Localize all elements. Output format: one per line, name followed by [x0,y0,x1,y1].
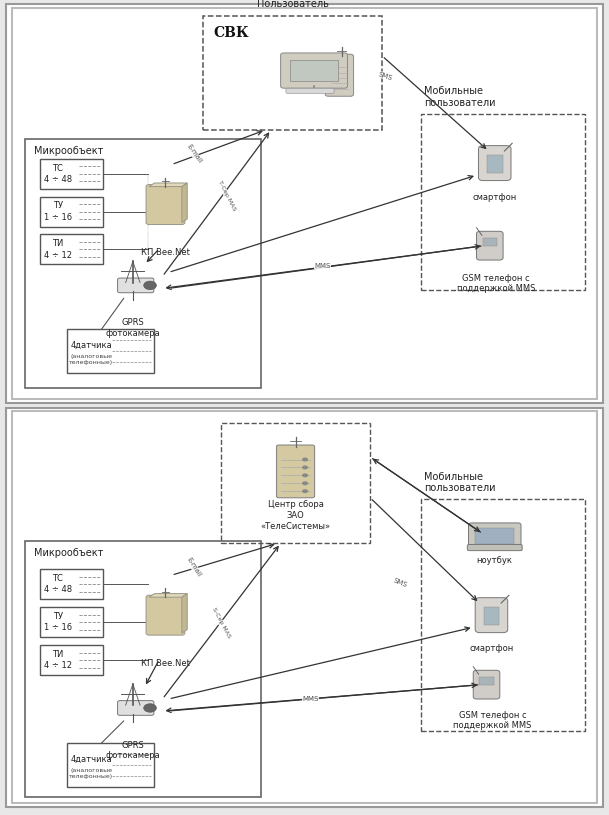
FancyBboxPatch shape [118,278,154,293]
FancyBboxPatch shape [146,184,185,224]
FancyBboxPatch shape [325,55,354,96]
Text: смартфон: смартфон [473,193,517,202]
FancyBboxPatch shape [467,544,522,551]
Text: Микрообъект: Микрообъект [34,146,104,156]
Text: E-mail: E-mail [185,143,203,165]
Bar [40,569,103,599]
Circle shape [144,704,157,712]
Bar [40,645,103,675]
Bar [67,329,153,373]
Text: Мобильные
пользователи: Мобильные пользователи [424,472,495,493]
Text: (аналоговые
телефонные): (аналоговые телефонные) [69,355,113,365]
Text: Центр сбора
ЗАО
«ТелеСистемы»: Центр сбора ЗАО «ТелеСистемы» [261,500,331,531]
Bar [25,139,261,388]
Bar [40,196,103,227]
Text: S-Cep MAS: S-Cep MAS [211,607,231,639]
Text: (аналоговые
телефонные): (аналоговые телефонные) [69,769,113,779]
Bar [421,114,585,289]
Text: КП Bee.Net: КП Bee.Net [141,659,190,668]
FancyBboxPatch shape [276,445,315,498]
Text: MMS: MMS [302,696,319,702]
FancyBboxPatch shape [146,595,185,635]
FancyBboxPatch shape [473,670,500,699]
Circle shape [302,465,308,469]
Text: 4датчика: 4датчика [70,341,112,350]
Circle shape [144,281,157,289]
Text: ноутбук: ноутбук [477,556,513,565]
Bar [475,528,515,544]
Bar [221,424,370,544]
Bar [203,16,382,130]
Text: Пользователь: Пользователь [256,0,328,9]
Text: ТУ
1 ÷ 16: ТУ 1 ÷ 16 [44,201,72,222]
Polygon shape [182,593,187,633]
Polygon shape [182,183,187,222]
FancyBboxPatch shape [475,597,508,632]
Bar [40,235,103,264]
Text: Мобильные
пользователи: Мобильные пользователи [424,86,495,108]
Text: 4датчика: 4датчика [70,756,112,764]
Text: ТУ
1 ÷ 16: ТУ 1 ÷ 16 [44,612,72,632]
Text: смартфон: смартфон [470,644,513,653]
Bar [482,239,497,245]
Text: MMS: MMS [314,262,331,269]
Bar [484,606,499,625]
Polygon shape [149,183,187,187]
Circle shape [302,474,308,478]
Text: ТС
4 ÷ 48: ТС 4 ÷ 48 [44,574,72,594]
Circle shape [302,482,308,485]
Text: ТИ
4 ÷ 12: ТИ 4 ÷ 12 [44,240,72,259]
Bar [290,60,338,81]
Bar [479,677,494,685]
Text: GSM телефон с
поддержкой MMS: GSM телефон с поддержкой MMS [457,274,535,293]
Circle shape [302,457,308,461]
Text: СВК: СВК [214,26,250,40]
Text: ТС
4 ÷ 48: ТС 4 ÷ 48 [44,164,72,183]
Bar [67,743,153,787]
Text: ТИ
4 ÷ 12: ТИ 4 ÷ 12 [44,650,72,670]
Text: E-mail: E-mail [186,557,202,578]
FancyBboxPatch shape [468,523,521,548]
FancyBboxPatch shape [118,701,154,716]
Bar [25,541,261,797]
Text: T-Cep MAS: T-Cep MAS [217,180,237,212]
Text: Микрообъект: Микрообъект [34,548,104,558]
Text: GPRS
фотокамера: GPRS фотокамера [105,741,160,760]
Polygon shape [149,593,187,597]
Bar [421,500,585,731]
Text: КП Bee.Net: КП Bee.Net [141,249,190,258]
FancyBboxPatch shape [281,53,348,88]
Bar [487,155,502,173]
Bar [40,607,103,637]
Text: GSM телефон с
поддержкой MMS: GSM телефон с поддержкой MMS [453,711,532,730]
Bar [40,159,103,188]
Text: GPRS
фотокамера: GPRS фотокамера [105,319,160,337]
FancyBboxPatch shape [479,146,511,181]
Bar [300,88,328,90]
Circle shape [302,489,308,493]
FancyBboxPatch shape [286,88,334,94]
FancyBboxPatch shape [476,231,503,260]
Text: SMS: SMS [392,578,408,588]
Text: SMS: SMS [377,71,393,81]
